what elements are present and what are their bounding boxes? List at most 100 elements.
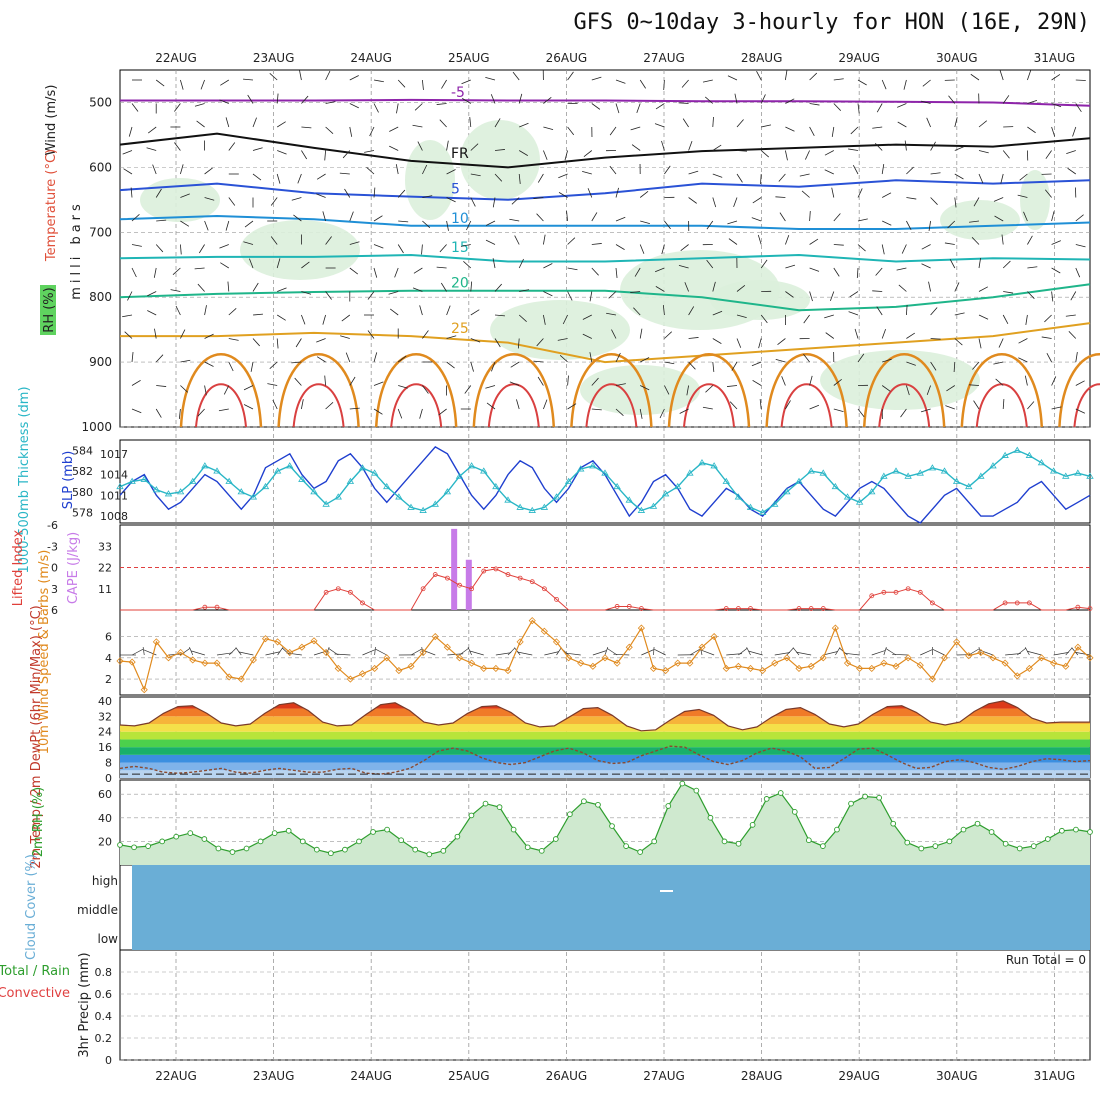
- wind-barb: [639, 79, 646, 89]
- isotherm-arc: [862, 353, 946, 428]
- wind-barb: [219, 244, 229, 249]
- wind-barb: [833, 78, 844, 81]
- wind-barb: [131, 408, 142, 414]
- li-tick-label: 6: [51, 604, 58, 617]
- wind-barb: [639, 191, 649, 198]
- wind-barb: [678, 265, 689, 269]
- rh2m-point: [567, 811, 573, 818]
- cloud-cover-fill: [132, 865, 1090, 950]
- wind-barb: [413, 267, 423, 274]
- rh2m-point: [904, 839, 911, 846]
- cape-tick-label: 33: [98, 540, 112, 553]
- wind-barb: [898, 284, 907, 292]
- rh2m-point: [552, 836, 559, 842]
- thickness-tick-label: 578: [72, 507, 93, 520]
- wind10m-point: [177, 648, 185, 657]
- wind-barb: [153, 267, 157, 278]
- upper-air-temp-label: Temperature (°C): [44, 149, 59, 262]
- wind-barb: [1051, 376, 1057, 386]
- wind10m-barb: [792, 647, 800, 656]
- wind-barb: [567, 403, 577, 410]
- wind-barb: [1019, 173, 1028, 181]
- wind-barb: [948, 95, 956, 104]
- wind-barb: [512, 71, 520, 81]
- wind10m-point: [771, 659, 779, 667]
- lifted-index-point: [1075, 604, 1081, 610]
- rh2m-point: [946, 838, 953, 845]
- wind-barb: [394, 267, 399, 278]
- lifted-index-point: [723, 606, 729, 611]
- wind10m-barb: [835, 647, 841, 656]
- x-label-top: 25AUG: [448, 51, 490, 65]
- rh2m-axis-label: 2m RH (%): [31, 787, 46, 858]
- rh2m-point: [595, 801, 601, 808]
- wind-barb: [712, 361, 715, 372]
- wind-barb: [729, 401, 738, 410]
- thickness-point: [1086, 472, 1094, 479]
- rh-shade: [240, 220, 360, 280]
- wind-barb: [270, 197, 278, 206]
- wind-barb: [833, 213, 841, 222]
- wind-barb: [993, 197, 1004, 202]
- wind-barb: [809, 210, 811, 222]
- x-label-bottom: 29AUG: [838, 1069, 880, 1083]
- rh2m-point: [131, 844, 137, 851]
- wind-barb: [615, 383, 626, 386]
- wind-barb: [922, 79, 931, 87]
- rh2m-point: [201, 836, 208, 842]
- lifted-index-point: [929, 600, 935, 606]
- rh2m-point: [693, 787, 700, 794]
- wind-barb: [204, 305, 207, 316]
- thickness-tick-label: 584: [72, 444, 93, 457]
- wind-barb: [906, 304, 908, 316]
- wind-barb: [272, 399, 278, 410]
- x-label-bottom: 30AUG: [936, 1069, 978, 1083]
- lifted-index-point: [323, 589, 329, 595]
- wind-barb: [968, 384, 980, 386]
- thickness-point: [843, 493, 852, 500]
- wind-barb: [155, 188, 162, 198]
- wind-barb: [906, 332, 916, 339]
- lifted-index-line: [120, 568, 1091, 611]
- thickness-point: [674, 482, 682, 490]
- wind10m-barb: [421, 646, 424, 656]
- wind-barb: [679, 408, 689, 414]
- wind-barb: [678, 102, 689, 104]
- wind10m-barb: [883, 646, 887, 656]
- wind10m-point: [407, 662, 415, 670]
- slp-tick-label: 1017: [100, 448, 128, 461]
- wind-barb: [123, 168, 133, 175]
- cloud-axis-label: Cloud Cover (%): [24, 854, 39, 960]
- wind-barb: [567, 291, 573, 301]
- isotherm-arc: [570, 353, 653, 428]
- wind10m-barb: [653, 646, 655, 656]
- wind-barb: [881, 244, 885, 255]
- rh2m-point: [370, 829, 376, 835]
- wind-barb: [567, 71, 574, 81]
- rh2m-point: [820, 843, 826, 849]
- x-label-bottom: 25AUG: [448, 1069, 490, 1083]
- wind-barb: [558, 192, 568, 198]
- wind-barb: [156, 385, 167, 387]
- thickness-point: [783, 488, 791, 495]
- wind-barb: [414, 103, 423, 111]
- wind-barb: [833, 103, 842, 111]
- wind10m-barb: [738, 648, 748, 656]
- wind-barb: [1051, 406, 1062, 410]
- isotherm-label: 10: [451, 211, 469, 227]
- wind-barb: [874, 143, 883, 151]
- wind-barb: [881, 328, 886, 339]
- wind-barb: [1027, 70, 1032, 81]
- rh2m-point: [1059, 827, 1065, 834]
- isotherm-label: 25: [451, 321, 469, 337]
- wind10m-point: [613, 659, 621, 667]
- wind-barb: [155, 354, 164, 363]
- thickness-point: [552, 493, 561, 500]
- isotherm-arc: [195, 383, 247, 428]
- rh2m-point: [890, 820, 897, 827]
- thickness-point: [613, 482, 621, 490]
- wind-barb: [833, 267, 840, 277]
- wind-barb: [705, 385, 714, 393]
- rh-tick-label: 20: [98, 835, 112, 848]
- wind-barb: [131, 267, 137, 278]
